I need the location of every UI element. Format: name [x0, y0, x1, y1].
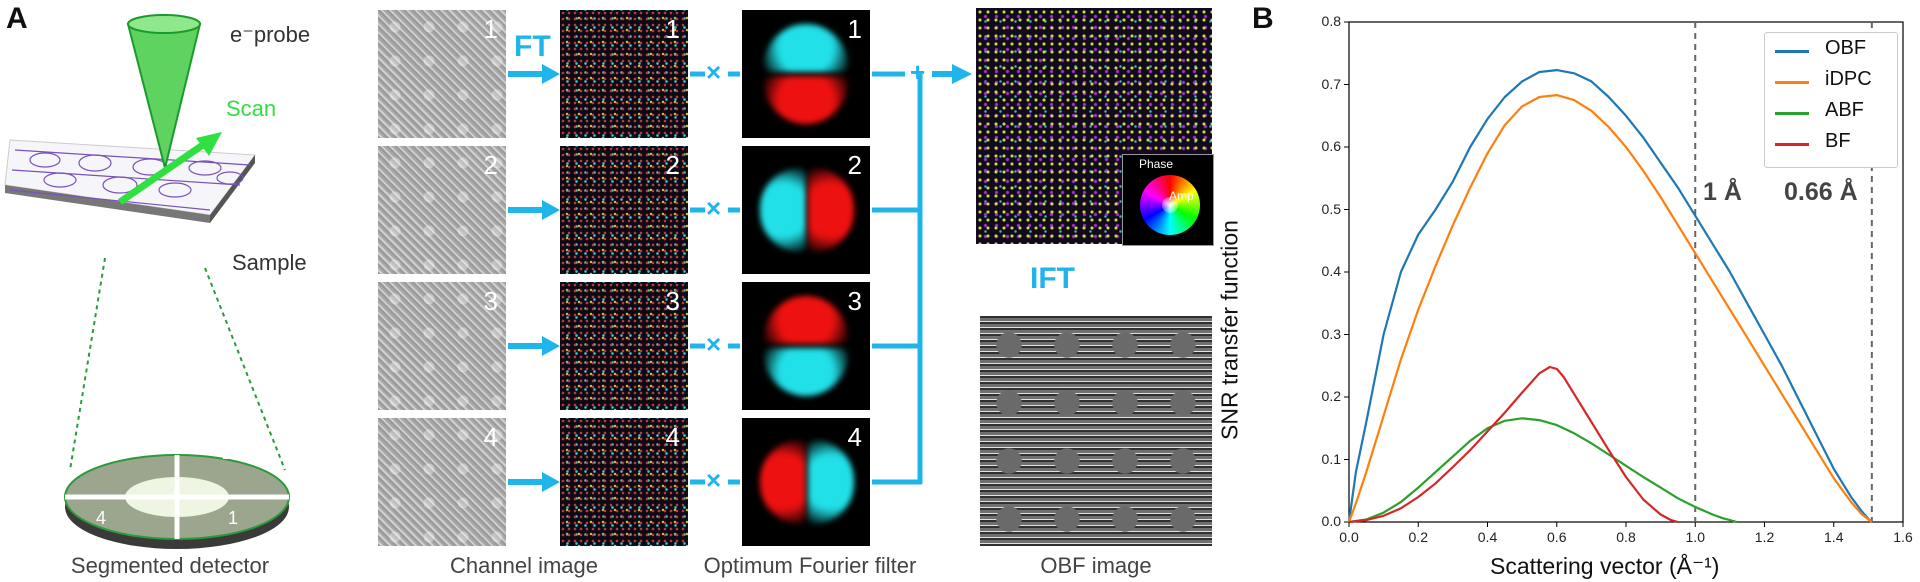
detector-segment-label-1: 1 [228, 508, 239, 528]
panel-a-letter: A [6, 2, 28, 35]
probe-label: e⁻probe [230, 22, 311, 47]
colorwheel-inset: Phase Amp [1122, 154, 1214, 246]
projection-lines [69, 257, 286, 471]
panel-b-letter: B [1252, 2, 1274, 35]
filter-number: 1 [847, 14, 862, 44]
fourier-image-1: 1 [560, 10, 688, 138]
annotation-1-angstrom: 1 Å [1703, 178, 1742, 206]
chart-legend: OBF iDPC ABF BF [1764, 32, 1898, 168]
y-tick-label: 0.7 [1321, 75, 1341, 92]
colorwheel-phase-label: Phase [1139, 157, 1174, 171]
fourier-number: 3 [665, 286, 680, 316]
fourier-number: 4 [665, 422, 680, 452]
legend-label: BF [1825, 130, 1851, 152]
y-tick-label: 0.8 [1321, 13, 1341, 29]
legend-swatch [1775, 50, 1809, 53]
fourier-filter-4: 4 [742, 418, 870, 546]
colorwheel-amp-label: Amp [1169, 189, 1194, 203]
scan-label: Scan [226, 96, 277, 121]
annotation-066-angstrom: 0.66 Å [1784, 178, 1858, 206]
legend-swatch [1775, 143, 1809, 146]
fourier-number: 1 [665, 14, 680, 44]
multiply-symbol: × [706, 465, 722, 495]
fourier-image-2: 2 [560, 146, 688, 274]
x-tick-label: 1.2 [1754, 529, 1775, 545]
x-tick-label: 0.8 [1616, 529, 1636, 545]
detector-caption: Segmented detector [70, 553, 270, 578]
legend-swatch [1775, 81, 1809, 84]
x-tick-label: 0.2 [1408, 529, 1428, 545]
filter-number: 2 [847, 150, 862, 180]
multiply-symbol: × [706, 329, 722, 359]
fourier-number: 2 [665, 150, 680, 180]
y-tick-label: 0.5 [1321, 200, 1341, 217]
fourier-image-4: 4 [560, 418, 688, 546]
series-line-bf [1348, 365, 1679, 524]
y-tick-label: 0.2 [1321, 388, 1341, 404]
sample-slab-side [210, 155, 255, 223]
x-tick-label: 0.0 [1339, 529, 1359, 545]
detector-segment-label-2: 2 [222, 443, 233, 463]
y-tick-label: 0.3 [1321, 325, 1341, 342]
filter-number: 4 [847, 422, 862, 452]
obf-caption: OBF image [1040, 553, 1152, 578]
scan-arrow-shaft [118, 137, 212, 205]
sample-label: Sample [232, 250, 307, 275]
scan-arrow-head [196, 132, 222, 156]
x-axis-title: Scattering vector (Å⁻¹) [1490, 553, 1720, 579]
filter-number: 3 [847, 286, 862, 316]
channel-image-4: 4 [378, 418, 506, 546]
legend-label: ABF [1825, 99, 1864, 121]
detector-segment-label-3: 3 [90, 443, 101, 463]
series-line-idpc [1347, 93, 1873, 523]
x-tick-label: 1.0 [1685, 529, 1705, 545]
multiply-symbol: × [706, 193, 722, 223]
filter-caption: Optimum Fourier filter [703, 553, 917, 578]
x-tick-label: 0.6 [1547, 529, 1567, 545]
series-line-abf [1348, 417, 1738, 524]
channel-number: 4 [483, 422, 498, 452]
channel-image-2: 2 [378, 146, 506, 274]
channel-image-1: 1 [378, 10, 506, 138]
channel-caption: Channel image [450, 553, 598, 578]
flow-arrows [508, 64, 972, 492]
y-tick-label: 0.6 [1321, 138, 1341, 154]
series-line-obf [1347, 68, 1873, 523]
y-tick-label: 0.4 [1321, 263, 1341, 279]
obf-image [980, 316, 1212, 546]
y-tick-label: 0.0 [1321, 513, 1341, 529]
ift-label: IFT [1030, 262, 1075, 295]
x-tick-label: 1.4 [1824, 529, 1844, 545]
legend-label: OBF [1825, 37, 1867, 59]
x-tick-label: 0.4 [1477, 529, 1498, 545]
sample-lattice [9, 149, 251, 211]
fourier-image-3: 3 [560, 282, 688, 410]
probe-cone-rim [127, 14, 201, 34]
colorwheel-center [1162, 197, 1178, 213]
probe-sample-illustration [4, 14, 256, 223]
channel-number: 1 [483, 14, 498, 44]
y-tick-label: 0.1 [1321, 450, 1341, 467]
x-tick-label: 1.6 [1893, 529, 1913, 545]
fourier-filter-3: 3 [742, 282, 870, 410]
channel-number: 2 [483, 150, 498, 180]
segmented-detector [64, 454, 290, 549]
detector-segment-label-4: 4 [96, 508, 107, 528]
legend-swatch [1775, 112, 1809, 115]
channel-image-3: 3 [378, 282, 506, 410]
fourier-filter-2: 2 [742, 146, 870, 274]
channel-number: 3 [483, 286, 498, 316]
fourier-filter-1: 1 [742, 10, 870, 138]
ft-label: FT [514, 30, 551, 63]
multiply-symbol: × [706, 57, 722, 87]
plus-symbol: + [910, 57, 926, 87]
legend-label: iDPC [1825, 68, 1872, 90]
